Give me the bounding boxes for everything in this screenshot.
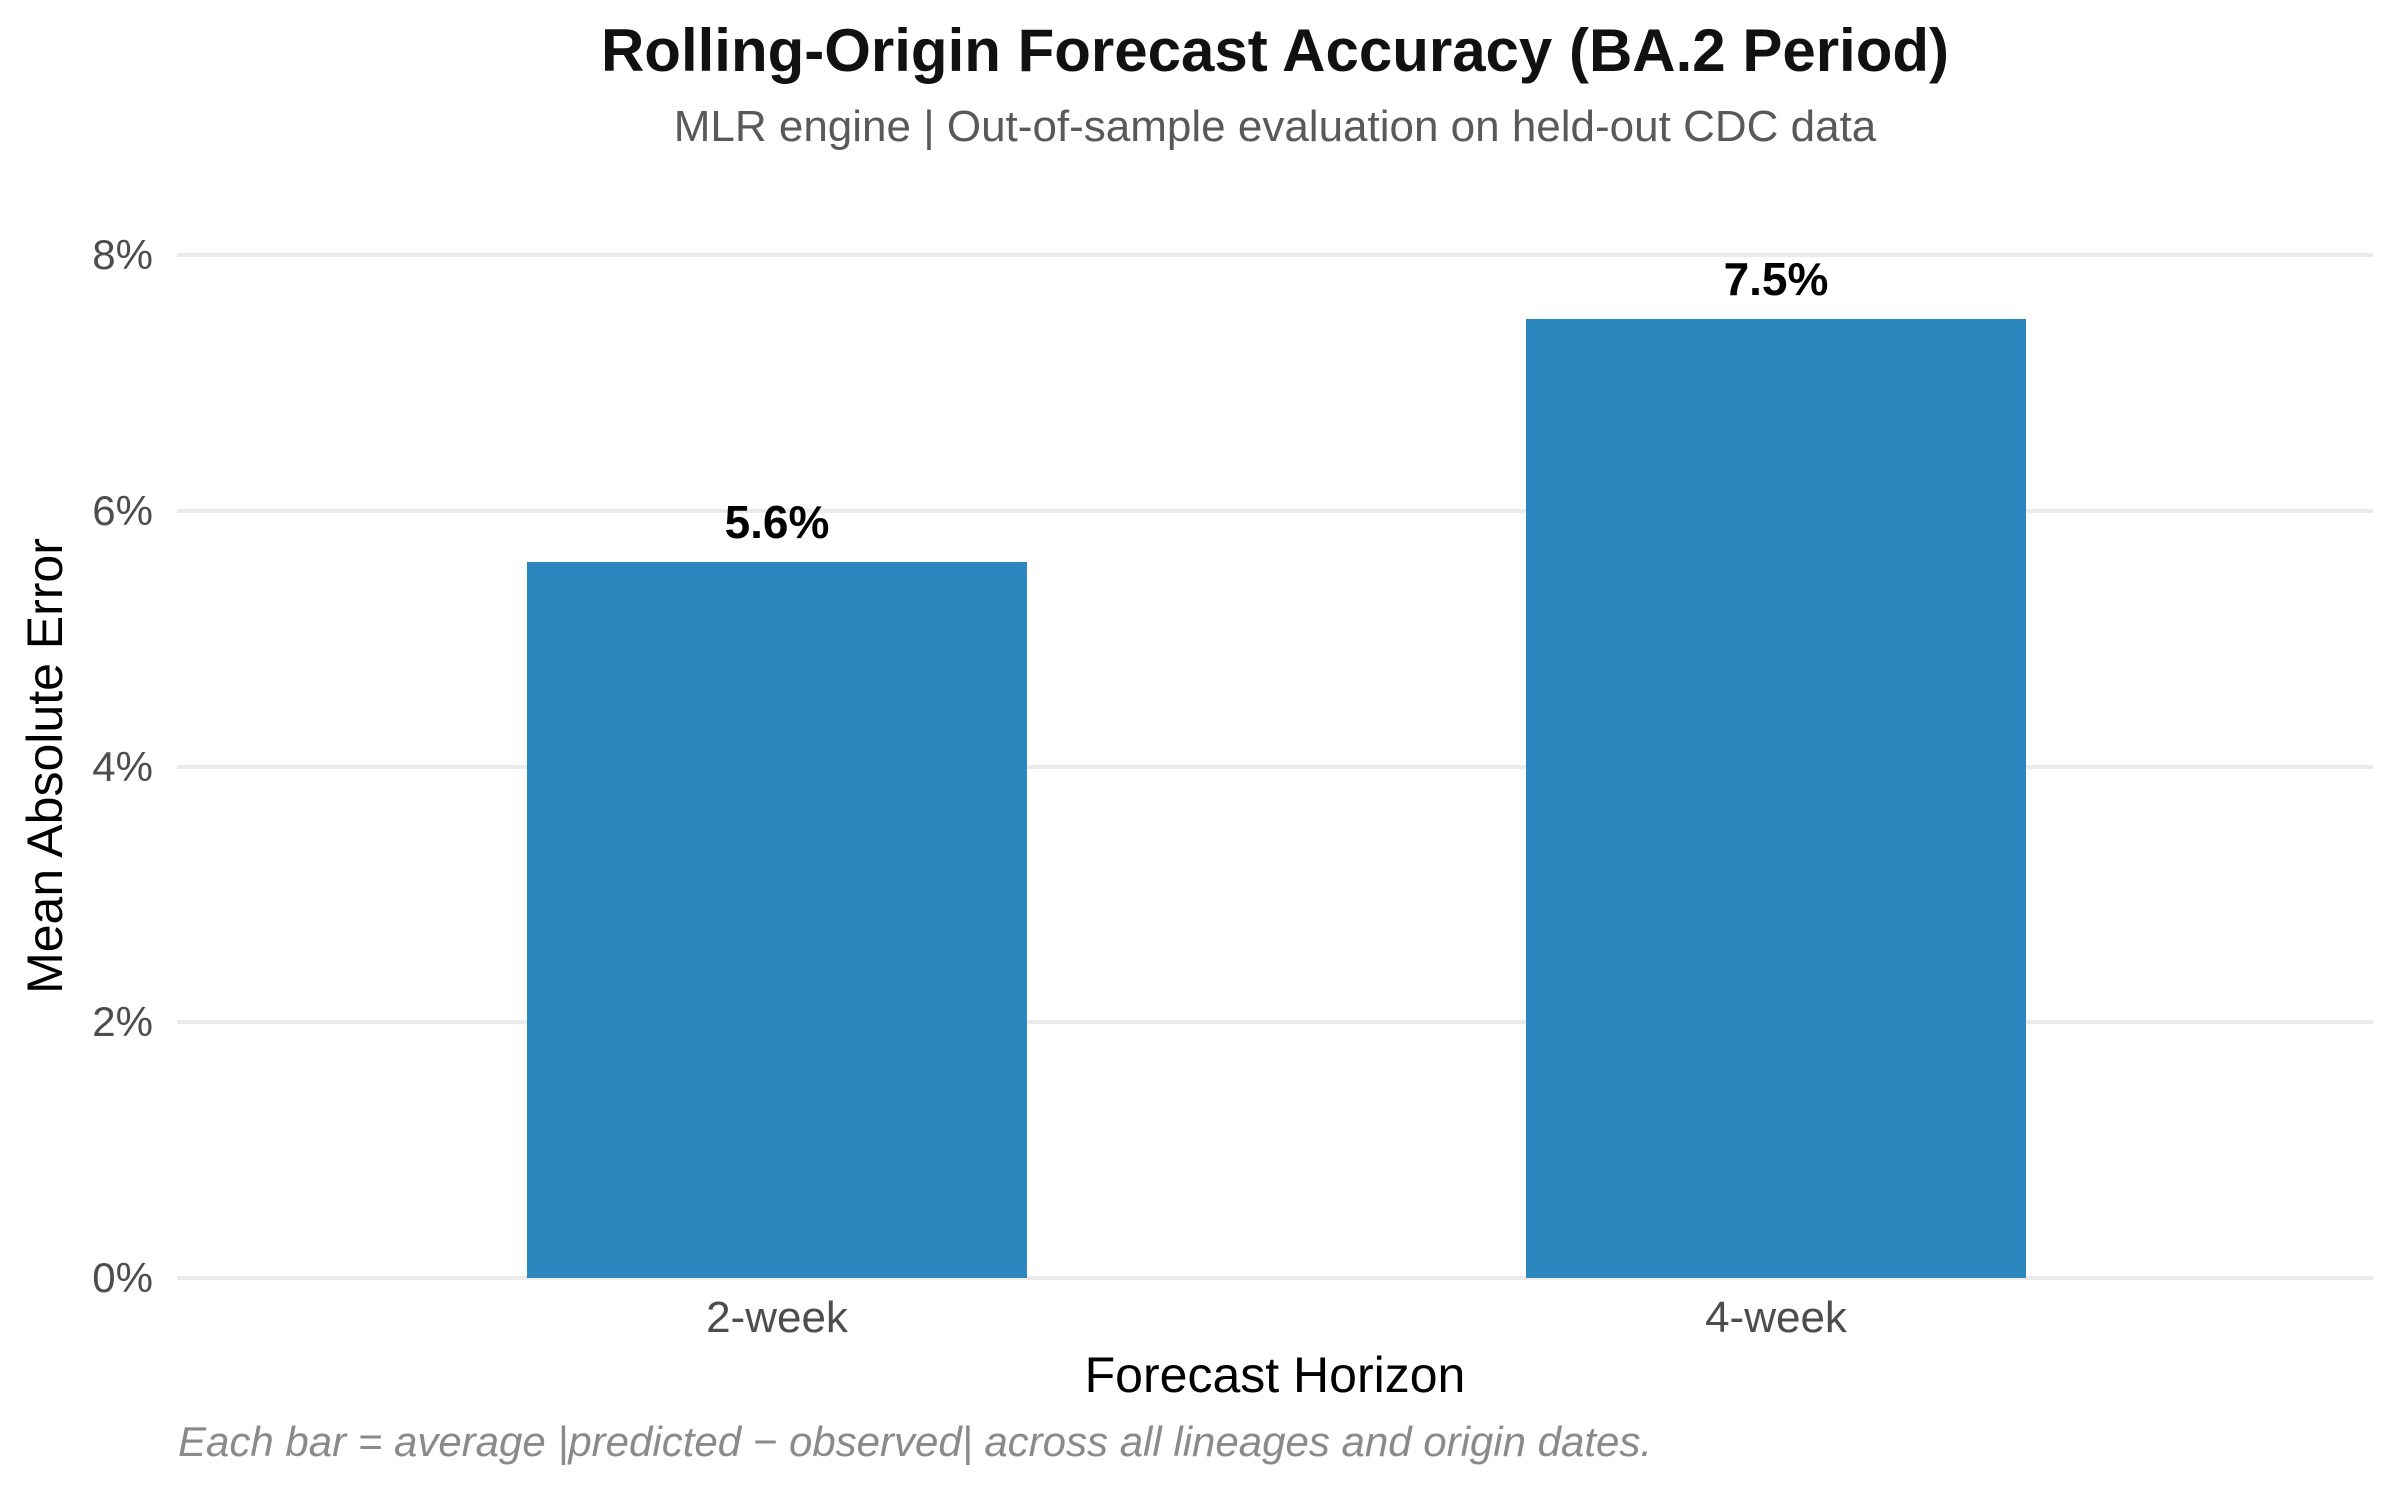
bar-4-week: [1526, 318, 2026, 1278]
y-tick-label: 2%: [92, 998, 153, 1046]
gridline-4%: [177, 764, 2373, 769]
y-tick-label: 0%: [92, 1254, 153, 1301]
y-tick-label: 6%: [92, 486, 153, 534]
plot-area: 5.6% 7.5%: [177, 252, 2373, 1280]
x-tick-label-4-week: 4-week: [1705, 1293, 1847, 1342]
gridline-0%: [177, 1276, 2373, 1280]
bar-value-label-2-week: 5.6%: [724, 495, 830, 548]
gridline-6%: [177, 508, 2373, 513]
chart-subtitle: MLR engine | Out-of-sample evaluation on…: [673, 102, 1877, 151]
bar-value-label-4-week: 7.5%: [1723, 252, 1829, 305]
bar-2-week: [527, 561, 1027, 1278]
x-axis-label: Forecast Horizon: [1084, 1347, 1466, 1403]
chart-footnote: Each bar = average |predicted − observed…: [178, 1418, 1653, 1465]
chart-title: Rolling-Origin Forecast Accuracy (BA.2 P…: [600, 17, 1950, 84]
y-tick-label: 8%: [92, 231, 153, 278]
gridline-8%: [177, 253, 2373, 257]
x-tick-label-2-week: 2-week: [706, 1293, 848, 1342]
y-tick-label: 4%: [92, 742, 153, 790]
gridline-2%: [177, 1020, 2373, 1025]
